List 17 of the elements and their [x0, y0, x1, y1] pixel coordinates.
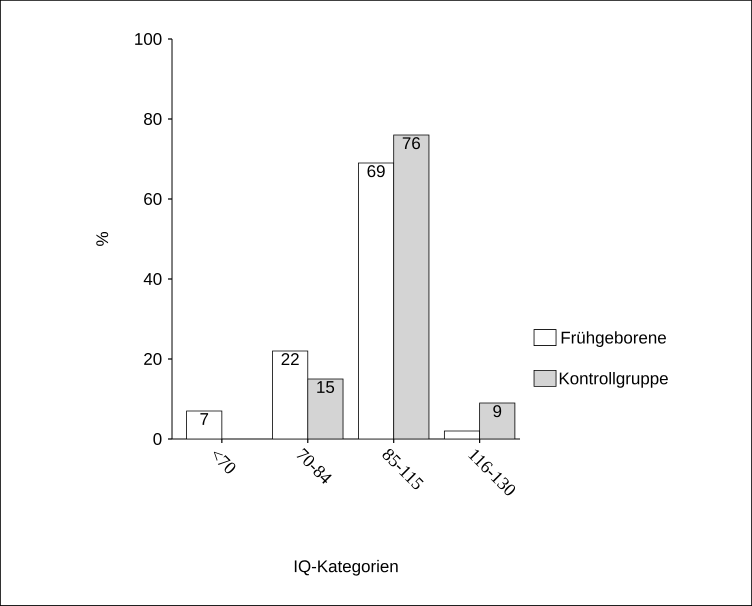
data-label: 69 — [368, 165, 385, 178]
y-tick-label: 100 — [135, 32, 162, 45]
y-tick-label: 40 — [144, 272, 162, 285]
y-axis-title: % — [96, 232, 108, 246]
y-tick-label: 80 — [144, 112, 162, 125]
y-tick-label: 60 — [144, 192, 162, 205]
x-axis-title: IQ-Kategorien — [294, 560, 398, 576]
data-label: 9 — [493, 405, 502, 418]
y-tick-label: 20 — [144, 352, 162, 365]
data-label: 7 — [200, 413, 208, 425]
x-tick-label: <70 — [214, 452, 236, 474]
legend-label: Frühgeborene — [562, 331, 666, 347]
data-label: 15 — [317, 381, 334, 394]
y-tick-label: 0 — [153, 432, 162, 445]
legend-label: Kontrollgruppe — [560, 372, 668, 388]
data-label: 22 — [282, 353, 299, 366]
data-label: 76 — [402, 137, 420, 150]
